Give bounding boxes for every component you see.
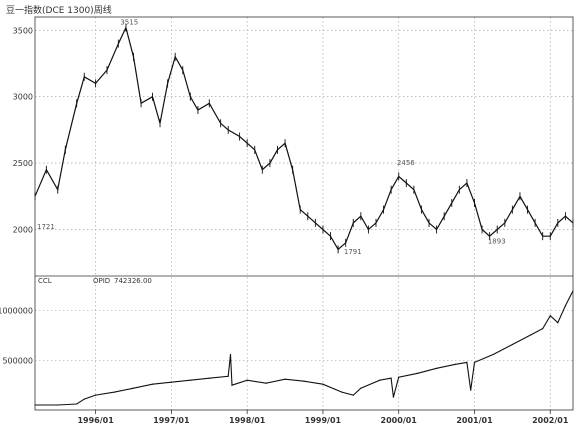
oi-point [473,361,476,363]
oi-point [436,367,438,369]
x-tick-label: 1998/01 [229,416,266,425]
price-annotations: 1721 3515 1791 2456 1893 [37,18,506,256]
oi-series-line [35,290,574,406]
x-tick-label: 2000/01 [381,416,418,425]
x-tick-label: 1997/01 [153,416,190,425]
oi-point [322,383,324,385]
oi-point [132,387,135,389]
x-axis: 1996/01 1997/01 1998/01 1999/01 2000/01 2001/… [77,410,569,425]
oi-point [417,372,419,374]
oi-gridlines [35,310,573,361]
chart-frame [34,16,574,411]
oi-point [379,379,381,381]
oi-point [265,382,267,384]
open-interest-panel: 500000 1000000 OPID 742326.00 [0,277,574,406]
oi-point [95,394,97,396]
x-tick-label: 2002/01 [532,416,569,425]
oi-point [231,384,233,386]
oi-point [352,394,354,396]
oi-point [227,375,229,377]
oi-point [246,379,248,381]
oi-point [470,389,472,391]
oi-point [229,353,232,356]
oi-point [392,396,395,398]
oi-point [76,403,78,405]
oi-y-tick-label: 1000000 [0,307,33,316]
x-tick-label: 1999/01 [305,416,342,425]
price-annotation: 2456 [397,159,415,167]
oi-readout: 742326.00 [114,277,152,285]
oi-y-tick-label: 500000 [2,356,33,365]
oi-point [530,333,532,336]
oi-point [492,353,495,356]
price-y-tick-label: 3500 [13,26,33,35]
price-y-axis: 2000 2500 3000 3500 [13,26,33,234]
oi-point [360,387,362,389]
price-series [34,23,574,254]
oi-point [284,378,286,380]
price-series-line [34,25,574,251]
price-annotation: 1721 [37,223,55,231]
oi-point [454,363,457,365]
oi-point [511,343,513,346]
oi-point [398,376,400,378]
oi-point [170,381,172,383]
oi-y-axis: 500000 1000000 [0,307,33,366]
price-annotation: 1791 [344,248,362,256]
price-y-tick-label: 2000 [13,226,33,235]
oi-point [390,377,392,379]
chart-title: 豆一指数(DCE 1300)周线 [6,6,112,16]
oi-point [57,404,59,406]
oi-point [208,377,210,379]
oi-point [466,361,468,363]
oi-point [189,379,191,381]
price-annotation: 3515 [120,18,138,26]
legend-label-ccl: CCL [38,277,52,285]
oi-point [113,391,116,393]
x-tick-label: 1996/01 [77,416,114,425]
oi-point [341,391,343,393]
oi-point [83,398,85,400]
oi-series [34,290,574,406]
oi-point [564,305,567,307]
price-y-tick-label: 3000 [13,93,33,102]
price-y-tick-label: 2500 [13,159,33,168]
price-annotation: 1893 [488,237,506,245]
oi-point [549,315,551,317]
oi-point [151,383,154,385]
oi-label: OPID [93,277,110,285]
price-panel: 2000 2500 3000 3500 1721 3515 1791 2456 1893 CC… [13,17,574,410]
oi-point [557,322,559,324]
oi-point [542,328,544,330]
oi-point [303,380,305,382]
x-tick-label: 2001/01 [456,416,493,425]
